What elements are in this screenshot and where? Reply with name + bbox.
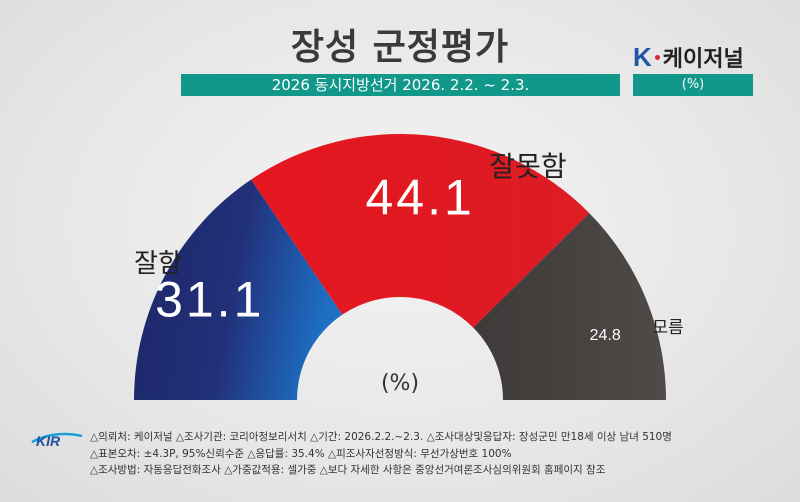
survey-note-line-1: △의뢰처: 케이저널 △조사기관: 코리아정보리서치 △기간: 2026.2.2… [90,431,672,443]
category-label-2: 잘못함 [489,150,566,183]
survey-note-line-3: △조사방법: 자동응답전화조사 △가중값적용: 셀가중 △보다 자세한 사항은 … [90,464,606,476]
slice-value-label-3: 24.8 [590,327,621,344]
survey-notes: △의뢰처: 케이저널 △조사기관: 코리아정보리서치 △기간: 2026.2.2… [90,429,790,479]
slice-3 [473,213,666,400]
brand-name: 케이저널 [662,47,744,72]
kir-logo-text: KIR [36,433,61,449]
brand-logo: K 케이저널 [633,41,753,73]
kir-logo: KIR [30,428,85,450]
subtitle-banner: 2026 동시지방선거 2026. 2.2. ~ 2.3. [181,74,620,96]
slice-value-label-1: 31.1 [155,271,264,327]
unit-banner: (%) [633,74,753,96]
brand-dot-icon [654,54,660,60]
survey-note-line-2: △표본오차: ±4.3P, 95%신뢰수준 △응답률: 35.4% △피조사자선… [90,447,512,460]
center-unit-label: (%) [381,371,419,396]
slice-2 [251,133,590,328]
category-label-1: 잘함 [134,249,182,279]
slice-value-label-2: 44.1 [365,169,474,225]
slice-1 [134,179,343,400]
chart-title: 장성 군정평가 [290,27,510,68]
brand-k: K [633,41,652,72]
category-label-3: 모름 [652,318,683,338]
